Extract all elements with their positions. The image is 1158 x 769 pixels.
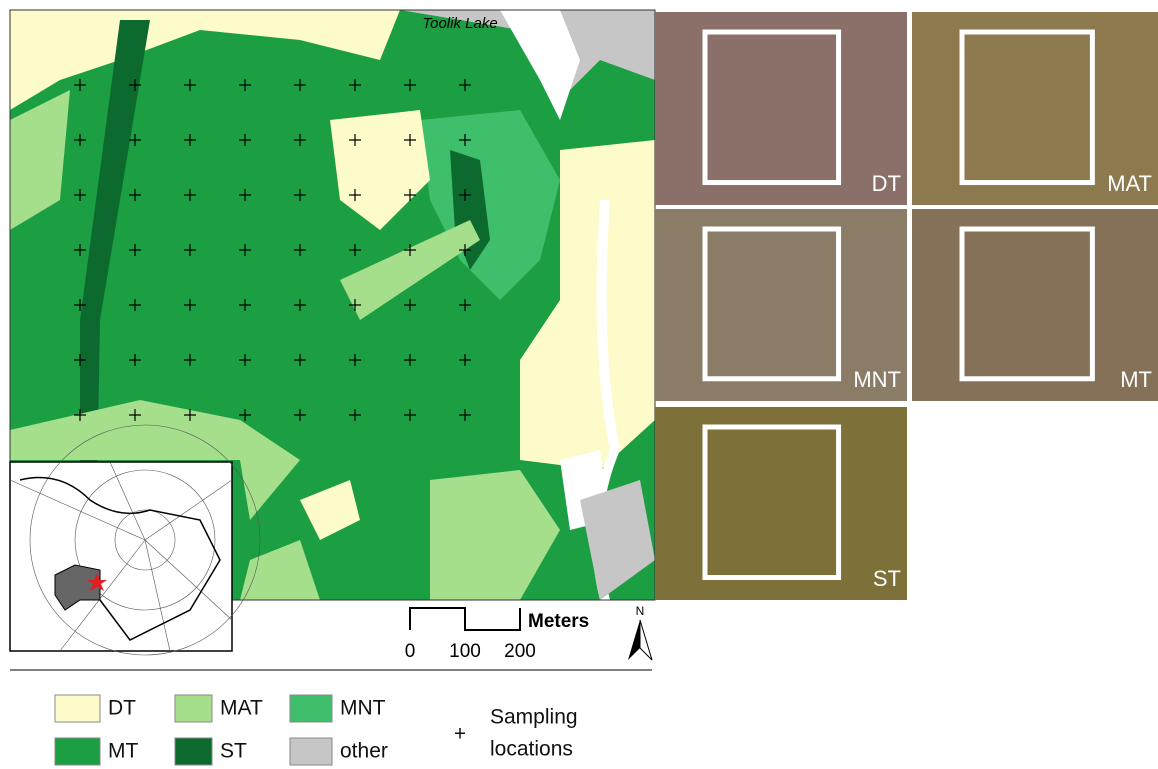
scale-tick: 200: [504, 641, 536, 662]
sampling-cross: [129, 354, 141, 366]
sampling-cross: [184, 189, 196, 201]
sampling-cross: [239, 244, 251, 256]
legend-swatch: [289, 737, 333, 766]
sampling-symbol: +: [454, 723, 466, 746]
legend: DT MAT MNT MT ST other + Sampling locations: [54, 694, 578, 766]
sampling-cross: [239, 299, 251, 311]
sampling-cross: [459, 134, 471, 146]
sampling-cross: [349, 244, 361, 256]
legend-label: MT: [108, 740, 138, 763]
sampling-cross: [459, 354, 471, 366]
sampling-cross: [404, 409, 416, 421]
quadrat: [702, 424, 842, 581]
sampling-cross: [294, 79, 306, 91]
sampling-cross: [294, 299, 306, 311]
sampling-cross: [74, 244, 86, 256]
north-label: N: [636, 604, 645, 618]
sampling-cross: [74, 409, 86, 421]
sampling-cross: [459, 189, 471, 201]
sampling-cross: [404, 79, 416, 91]
sampling-cross: [74, 299, 86, 311]
sampling-cross: [129, 244, 141, 256]
legend-swatch: [54, 737, 101, 766]
sampling-cross: [239, 409, 251, 421]
photo-panels: DT MAT MNT MT ST: [655, 12, 1158, 600]
sampling-cross: [459, 244, 471, 256]
sampling-label: Sampling: [490, 706, 578, 729]
sampling-cross: [184, 409, 196, 421]
sampling-cross: [459, 79, 471, 91]
legend-swatch: [54, 694, 101, 723]
sampling-cross: [184, 134, 196, 146]
photo-label: ST: [873, 566, 901, 591]
photo: [912, 209, 1158, 401]
scale-unit: Meters: [528, 611, 589, 632]
sampling-cross: [404, 354, 416, 366]
sampling-cross: [404, 244, 416, 256]
scale-bar: 0 100 200 Meters N: [405, 604, 653, 662]
sampling-cross: [459, 299, 471, 311]
sampling-cross: [184, 354, 196, 366]
photo: [655, 209, 907, 401]
sampling-cross: [294, 244, 306, 256]
legend-swatch: [289, 694, 333, 723]
sampling-cross: [74, 79, 86, 91]
legend-label: other: [340, 740, 388, 763]
sampling-cross: [74, 189, 86, 201]
sampling-cross: [349, 299, 361, 311]
photo: [655, 12, 907, 205]
sampling-cross: [184, 244, 196, 256]
sampling-cross: [129, 134, 141, 146]
quadrat: [702, 226, 842, 382]
lake-label: Toolik Lake: [422, 15, 497, 32]
sampling-cross: [129, 79, 141, 91]
legend-label: MNT: [340, 697, 386, 720]
sampling-cross: [239, 354, 251, 366]
sampling-cross: [349, 189, 361, 201]
sampling-cross: [74, 134, 86, 146]
sampling-cross: [349, 134, 361, 146]
sampling-cross: [74, 354, 86, 366]
quadrat: [702, 29, 842, 186]
sampling-cross: [129, 409, 141, 421]
legend-label: ST: [220, 740, 247, 763]
sampling-label: locations: [490, 738, 573, 761]
photo: [655, 407, 907, 600]
scale-tick: 100: [449, 641, 481, 662]
scale-tick: 0: [405, 641, 416, 662]
sampling-cross: [459, 409, 471, 421]
legend-label: MAT: [220, 697, 263, 720]
sampling-cross: [239, 189, 251, 201]
photo-label: DT: [872, 171, 901, 196]
quadrat: [959, 29, 1095, 186]
sampling-cross: [184, 79, 196, 91]
sampling-grid: [74, 79, 471, 421]
sampling-cross: [349, 79, 361, 91]
legend-swatch: [174, 737, 213, 766]
sampling-cross: [294, 354, 306, 366]
photo-label: MT: [1120, 367, 1152, 392]
sampling-cross: [129, 189, 141, 201]
sampling-cross: [294, 134, 306, 146]
sampling-cross: [294, 409, 306, 421]
inset-map: [9, 424, 261, 656]
sampling-cross: [239, 79, 251, 91]
sampling-cross: [184, 299, 196, 311]
sampling-cross: [404, 134, 416, 146]
sampling-cross: [294, 189, 306, 201]
photo-label: MNT: [853, 367, 901, 392]
quadrat: [959, 226, 1095, 382]
sampling-cross: [349, 409, 361, 421]
legend-swatch: [174, 694, 213, 723]
photo-label: MAT: [1107, 171, 1152, 196]
sampling-cross: [404, 299, 416, 311]
sampling-cross: [129, 299, 141, 311]
photo: [912, 12, 1158, 205]
sampling-cross: [239, 134, 251, 146]
sampling-cross: [349, 354, 361, 366]
sampling-cross: [404, 189, 416, 201]
legend-label: DT: [108, 697, 136, 720]
